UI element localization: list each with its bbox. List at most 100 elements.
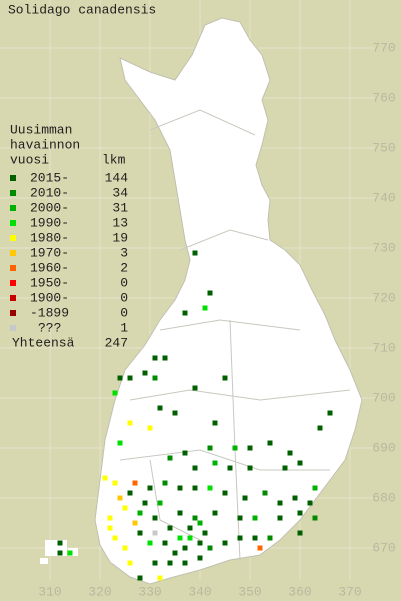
occurrence bbox=[137, 575, 143, 581]
x-tick-label: 360 bbox=[288, 584, 311, 599]
occurrence bbox=[192, 385, 198, 391]
occurrence bbox=[277, 500, 283, 506]
occurrence bbox=[182, 450, 188, 456]
y-tick-label: 680 bbox=[372, 490, 395, 505]
occurrence bbox=[192, 485, 198, 491]
legend-label: 1950- bbox=[30, 275, 69, 290]
occurrence bbox=[212, 460, 218, 466]
occurrence bbox=[247, 465, 253, 471]
occurrence bbox=[152, 375, 158, 381]
occurrence bbox=[312, 485, 318, 491]
occurrence bbox=[297, 510, 303, 516]
occurrence bbox=[132, 520, 138, 526]
occurrence bbox=[162, 540, 168, 546]
occurrence bbox=[172, 550, 178, 556]
occurrence bbox=[112, 535, 118, 541]
legend-count: 31 bbox=[112, 200, 128, 215]
occurrence bbox=[127, 490, 133, 496]
total-count: 247 bbox=[105, 335, 128, 350]
occurrences bbox=[57, 250, 333, 581]
legend-marker bbox=[10, 250, 16, 256]
legend-label: ??? bbox=[38, 320, 61, 335]
occurrence bbox=[212, 510, 218, 516]
occurrence bbox=[157, 500, 163, 506]
occurrence bbox=[157, 405, 163, 411]
occurrence bbox=[192, 250, 198, 256]
legend-label: 1960- bbox=[30, 260, 69, 275]
occurrence bbox=[292, 495, 298, 501]
legend-marker bbox=[10, 175, 16, 181]
legend-header: Uusimman bbox=[10, 122, 72, 137]
y-tick-label: 710 bbox=[372, 340, 395, 355]
legend-count: 0 bbox=[120, 275, 128, 290]
y-tick-label: 770 bbox=[372, 40, 395, 55]
legend-count: 2 bbox=[120, 260, 128, 275]
occurrence bbox=[147, 425, 153, 431]
y-tick-label: 670 bbox=[372, 540, 395, 555]
occurrence bbox=[207, 545, 213, 551]
occurrence bbox=[177, 510, 183, 516]
legend-label: 1980- bbox=[30, 230, 69, 245]
occurrence bbox=[127, 560, 133, 566]
legend-label: 1970- bbox=[30, 245, 69, 260]
occurrence bbox=[132, 480, 138, 486]
x-tick-label: 370 bbox=[338, 584, 361, 599]
occurrence bbox=[277, 515, 283, 521]
legend-marker bbox=[10, 310, 16, 316]
occurrence bbox=[177, 485, 183, 491]
occurrence bbox=[237, 515, 243, 521]
occurrence bbox=[252, 535, 258, 541]
occurrence bbox=[167, 560, 173, 566]
occurrence bbox=[202, 530, 208, 536]
legend-label: 2000- bbox=[30, 200, 69, 215]
occurrence bbox=[142, 500, 148, 506]
occurrence bbox=[152, 515, 158, 521]
occurrence bbox=[222, 375, 228, 381]
occurrence bbox=[297, 530, 303, 536]
occurrence bbox=[232, 445, 238, 451]
occurrence bbox=[262, 490, 268, 496]
occurrence bbox=[207, 485, 213, 491]
occurrence bbox=[57, 540, 63, 546]
occurrence bbox=[197, 555, 203, 561]
occurrence bbox=[252, 515, 258, 521]
legend-header: vuosi bbox=[10, 152, 49, 167]
occurrence bbox=[197, 540, 203, 546]
occurrence bbox=[182, 310, 188, 316]
legend-label: -1899 bbox=[30, 305, 69, 320]
occurrence bbox=[207, 445, 213, 451]
occurrence bbox=[237, 535, 243, 541]
occurrence bbox=[197, 520, 203, 526]
occurrence bbox=[312, 515, 318, 521]
legend-count-header: lkm bbox=[102, 152, 126, 167]
occurrence bbox=[212, 420, 218, 426]
occurrence bbox=[127, 375, 133, 381]
legend-count: 0 bbox=[120, 305, 128, 320]
finland-outline bbox=[94, 17, 363, 585]
occurrence bbox=[127, 420, 133, 426]
occurrence bbox=[187, 525, 193, 531]
occurrence bbox=[327, 410, 333, 416]
legend-count: 1 bbox=[120, 320, 128, 335]
occurrence bbox=[307, 500, 313, 506]
legend-count: 3 bbox=[120, 245, 128, 260]
legend-count: 34 bbox=[112, 185, 128, 200]
occurrence bbox=[147, 540, 153, 546]
y-tick-label: 700 bbox=[372, 390, 395, 405]
legend-marker bbox=[10, 280, 16, 286]
legend-label: 2015- bbox=[30, 170, 69, 185]
occurrence bbox=[187, 535, 193, 541]
occurrence bbox=[57, 550, 63, 556]
occurrence bbox=[152, 560, 158, 566]
occurrence bbox=[207, 290, 213, 296]
legend-count: 0 bbox=[120, 290, 128, 305]
legend-marker bbox=[10, 235, 16, 241]
occurrence bbox=[242, 495, 248, 501]
y-tick-label: 750 bbox=[372, 140, 395, 155]
occurrence bbox=[227, 465, 233, 471]
legend-header: havainnon bbox=[10, 137, 80, 152]
occurrence bbox=[267, 440, 273, 446]
y-tick-label: 720 bbox=[372, 290, 395, 305]
